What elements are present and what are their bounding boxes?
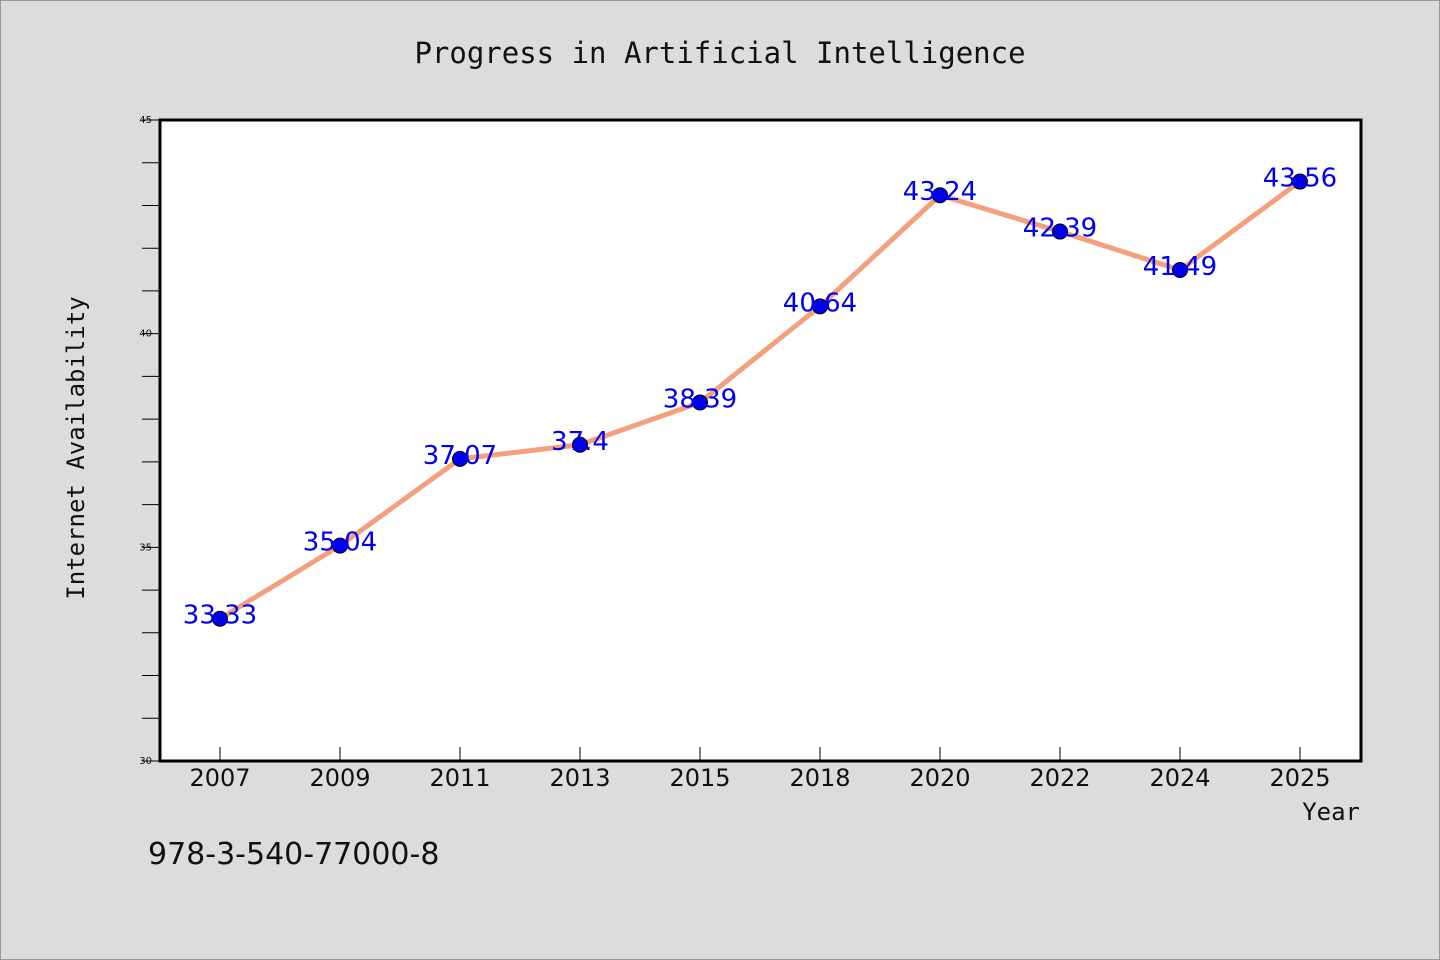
data-point	[692, 394, 708, 411]
x-axis-title: Year	[1302, 798, 1360, 826]
data-point	[332, 537, 348, 554]
data-point	[932, 187, 948, 204]
data-label: 37.07	[423, 441, 497, 471]
data-point	[212, 610, 228, 627]
x-tick-label: 2009	[309, 764, 370, 792]
series-line	[217, 179, 1303, 622]
data-label: 40.64	[783, 288, 857, 318]
y-axis: 30 35 40 45	[139, 115, 160, 767]
y-tick-label: 35	[139, 542, 152, 553]
x-tick-label: 2018	[789, 764, 850, 792]
y-tick-label: 30	[139, 756, 152, 767]
data-point	[452, 450, 468, 467]
data-point	[572, 436, 588, 453]
series-layer: 33.33 35.04 37.07 37.4 38.39 40.64 43.24 42.39 4…	[183, 164, 1337, 631]
x-tick-label: 2024	[1149, 764, 1210, 792]
data-label: 43.24	[903, 177, 977, 207]
x-tick-label: 2011	[429, 764, 490, 792]
x-tick-label: 2013	[549, 764, 610, 792]
data-point	[1292, 173, 1308, 190]
chart-title: Progress in Artificial Intelligence	[414, 36, 1025, 70]
y-tick-label: 45	[139, 115, 152, 126]
x-tick-label: 2022	[1029, 764, 1090, 792]
x-tick-label: 2025	[1269, 764, 1330, 792]
data-point	[1172, 261, 1188, 278]
data-label: 41.49	[1143, 252, 1217, 282]
data-label: 35.04	[303, 528, 377, 558]
footer-isbn: 978-3-540-77000-8	[148, 837, 439, 872]
data-label: 43.56	[1263, 164, 1337, 194]
x-tick-label: 2007	[189, 764, 250, 792]
y-tick-label: 40	[139, 329, 152, 340]
data-label: 37.4	[551, 427, 609, 457]
data-point	[1052, 223, 1068, 240]
data-label: 33.33	[183, 601, 257, 631]
plot-area	[158, 118, 1363, 763]
y-axis-title: Internet Availability	[62, 296, 90, 599]
x-axis: 2007 2009 2011 2013 2015 2018 2020 2022 2024 2025	[189, 747, 1331, 792]
x-tick-label: 2020	[909, 764, 970, 792]
data-label: 38.39	[663, 384, 737, 414]
data-label: 42.39	[1023, 214, 1097, 244]
data-point	[812, 298, 828, 315]
x-tick-label: 2015	[669, 764, 730, 792]
